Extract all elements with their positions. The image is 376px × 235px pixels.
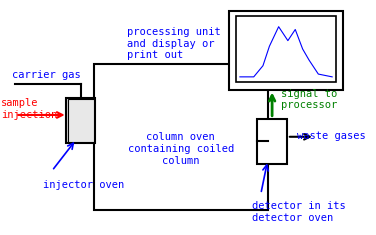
Bar [237, 16, 336, 82]
Text: processing unit
and display or
print out: processing unit and display or print out [127, 27, 220, 60]
Text: signal to
processor: signal to processor [281, 89, 337, 110]
Text: column oven
containing coiled
column: column oven containing coiled column [127, 132, 234, 165]
Text: sample
injection: sample injection [2, 98, 58, 120]
Text: carrier gas: carrier gas [12, 70, 80, 80]
Bar [229, 11, 343, 90]
Bar [68, 99, 94, 142]
Bar [66, 98, 96, 143]
Text: detector in its
detector oven: detector in its detector oven [252, 201, 346, 223]
Bar [94, 64, 268, 210]
Bar [257, 119, 287, 164]
Text: waste gases: waste gases [297, 131, 366, 141]
Text: injector oven: injector oven [43, 180, 124, 190]
